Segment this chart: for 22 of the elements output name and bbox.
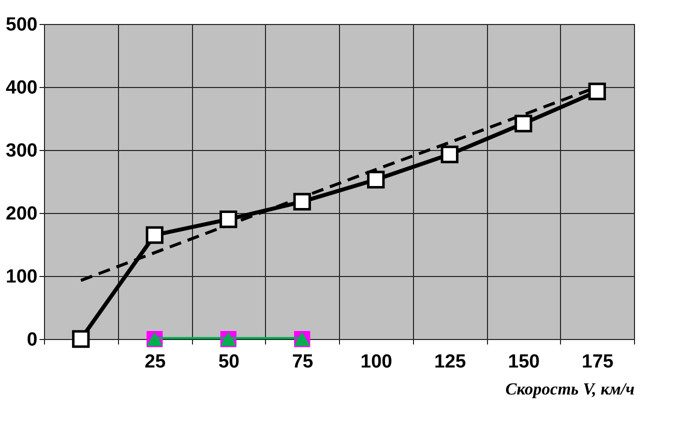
y-tick-label: 100 [6, 266, 38, 288]
point [440, 146, 458, 164]
x-tick-label: 125 [434, 352, 466, 372]
x-tick-label: 175 [582, 352, 614, 372]
x-tick-label: 75 [292, 352, 314, 372]
x-tick-label: 100 [360, 352, 392, 372]
y-tick-label: 400 [6, 78, 38, 98]
x-tick-label: 150 [508, 352, 540, 372]
x-tick-label: 25 [144, 352, 166, 372]
y-tick-label: 0 [26, 330, 38, 350]
point [588, 82, 606, 100]
point [72, 330, 90, 348]
point [146, 226, 164, 244]
point [293, 192, 311, 210]
point [367, 170, 385, 188]
y-tick-label: 500 [6, 14, 38, 36]
y-tick-label: 200 [6, 204, 38, 224]
point [220, 210, 238, 228]
y-tick-label: 300 [6, 140, 38, 162]
x-axis-title: Скорость V, км/ч [505, 380, 635, 398]
x-tick-label: 50 [218, 352, 240, 372]
point [514, 114, 532, 132]
